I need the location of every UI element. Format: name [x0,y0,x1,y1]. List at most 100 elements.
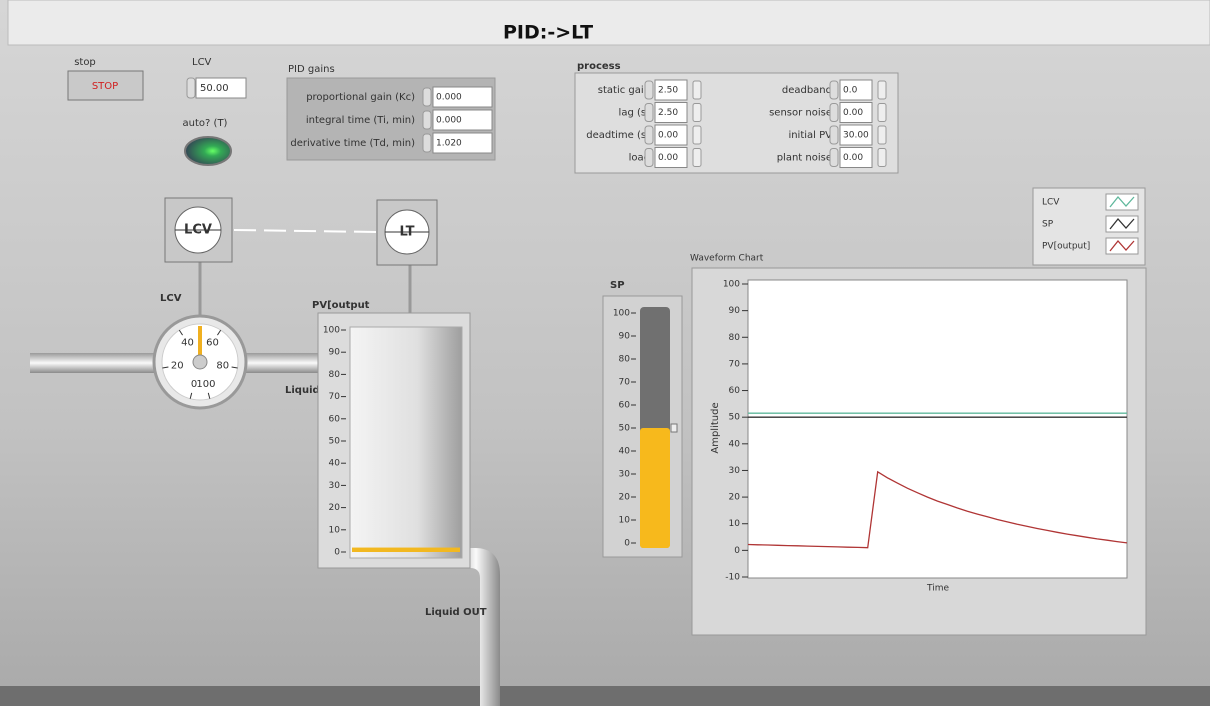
process-name: sensor noise [769,108,832,119]
y-tick-label: 0 [734,546,740,556]
panel-title: PID:->LT [503,22,593,44]
gauge-tick-label: 20 [171,361,184,372]
stop-button-face[interactable] [67,70,144,101]
value-box[interactable] [654,124,688,146]
spinner[interactable] [877,148,887,167]
stop-button[interactable]: STOP [67,70,144,101]
spinner[interactable] [422,133,432,153]
spinner[interactable] [692,125,702,145]
sp-handle[interactable] [670,423,678,433]
process-name: load [629,153,650,164]
spinner[interactable] [877,103,887,122]
lcv-label: LCV [160,293,182,304]
value-text[interactable]: 2.50 [658,108,678,118]
spinner[interactable] [644,103,654,122]
bottom-band [0,686,1210,706]
spinner[interactable] [644,80,654,100]
y-tick-label: 90 [729,306,741,316]
process-name: deadtime (s) [586,130,650,141]
lcv-control-value[interactable]: 50.00 [200,83,229,94]
value-box[interactable] [432,132,493,154]
spinner[interactable] [692,80,702,100]
spinner[interactable] [422,87,432,107]
x-axis-label: Time [926,584,949,594]
value-text[interactable]: 2.50 [658,86,678,96]
tank-tick-label: 80 [329,370,341,380]
value-box[interactable] [839,147,873,168]
process-name: plant noise [777,153,832,164]
lcv-control-box[interactable] [195,77,247,99]
sp-tick-label: 30 [619,470,631,480]
value-text[interactable]: 0.00 [658,153,678,163]
y-tick-label: 100 [723,280,740,290]
value-box[interactable] [654,79,688,101]
process-name: static gain [598,85,650,96]
spinner[interactable] [877,80,887,100]
liquid-out-label: Liquid OUT [425,607,487,618]
value-box[interactable] [839,124,873,146]
spinner[interactable] [186,77,196,99]
pid-gain-name: proportional gain (Kc) [306,92,415,103]
sp-tick-label: 70 [619,378,631,388]
value-text[interactable]: 0.00 [843,108,863,118]
value-box[interactable] [654,147,688,168]
value-box[interactable] [839,102,873,123]
legend-label: SP [1042,220,1054,230]
title-bar [7,0,1210,46]
tank-tick-label: 20 [329,503,341,513]
spinner[interactable] [692,148,702,167]
sp-tick-label: 90 [619,332,631,342]
y-tick-label: 10 [729,519,741,529]
auto-label: auto? (T) [183,118,228,129]
value-box[interactable] [839,79,873,101]
process-name: lag (s) [619,108,651,119]
sp-label: SP [610,280,625,291]
gauge-tick-label: 100 [196,379,215,390]
series-line [747,470,1128,549]
value-text[interactable]: 0.0 [843,86,858,96]
spinner[interactable] [422,110,432,130]
value-box[interactable] [432,86,493,108]
y-tick-label: 60 [729,386,741,396]
legend-label: LCV [1042,198,1060,208]
y-tick-label: 30 [729,466,741,476]
gauge-tick [217,329,222,336]
spinner[interactable] [692,103,702,122]
spinner[interactable] [829,103,839,122]
stop-label: stop [74,57,96,68]
stop-button-text[interactable]: STOP [92,81,118,92]
tank-tick-label: 70 [329,392,341,402]
value-text[interactable]: 0.00 [658,131,678,141]
value-text[interactable]: 0.000 [436,93,462,103]
spinner[interactable] [644,125,654,145]
spinner[interactable] [829,148,839,167]
value-text[interactable]: 0.000 [436,116,462,126]
lcv-control-label: LCV [192,57,212,68]
process-label: process [577,61,621,72]
auto-led[interactable] [184,136,232,166]
sp-tick-label: 50 [619,424,631,434]
legend-swatch [1109,239,1135,252]
value-box[interactable] [432,109,493,131]
gauge-tick [207,392,211,399]
tank-tick-label: 10 [329,525,341,535]
gauge-tick [231,366,238,369]
sp-tick-label: 60 [619,401,631,411]
pid-gain-name: integral time (Ti, min) [306,115,415,126]
spinner[interactable] [644,148,654,167]
y-tick-label: -10 [725,573,740,583]
value-text[interactable]: 30.00 [843,131,869,141]
gauge-tick [189,392,193,399]
spinner[interactable] [829,125,839,145]
tank-tick-label: 30 [329,481,341,491]
spinner[interactable] [829,80,839,100]
spinner[interactable] [877,125,887,145]
value-text[interactable]: 1.020 [436,139,462,149]
value-text[interactable]: 0.00 [843,153,863,163]
y-tick-label: 70 [729,359,741,369]
signal-line [233,229,378,233]
gauge-hub [192,354,208,370]
lt-box-text: LT [400,225,415,240]
gauge-tick-label: 80 [216,361,229,372]
value-box[interactable] [654,102,688,123]
